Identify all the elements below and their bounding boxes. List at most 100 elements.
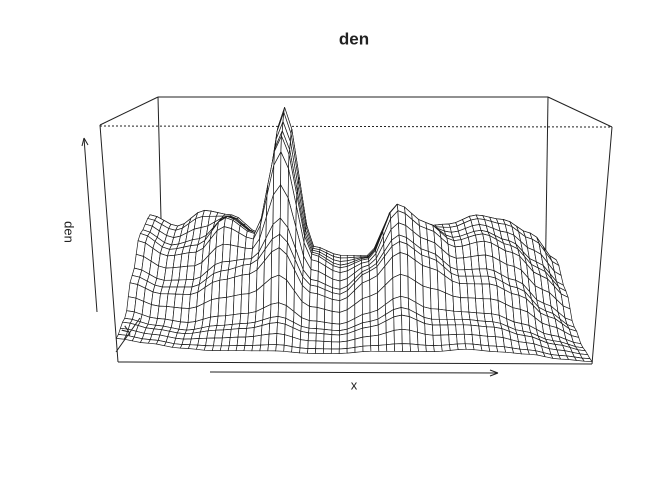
surface <box>115 107 593 362</box>
surface-facet <box>394 343 403 352</box>
surface-facet <box>346 338 356 349</box>
surface-cell <box>307 327 340 354</box>
surface-facet <box>268 322 278 335</box>
surface-facet <box>241 273 250 295</box>
surface-facet <box>439 324 450 336</box>
surface-facet <box>424 323 434 336</box>
surface-facet <box>331 311 341 325</box>
surface-facet <box>323 341 332 350</box>
surface-cell <box>281 107 314 256</box>
surface-facet <box>248 269 258 295</box>
surface-facet <box>268 333 278 346</box>
surface-facet <box>432 324 442 336</box>
surface-cell <box>487 275 524 332</box>
surface-facet <box>338 340 348 350</box>
surface-facet <box>228 336 239 347</box>
surface-facet <box>475 297 485 314</box>
z-axis-label: den <box>62 221 77 243</box>
surface-facet <box>422 285 432 310</box>
surface-facet <box>291 346 301 354</box>
surface-facet <box>270 247 280 279</box>
surface-facet <box>315 332 325 342</box>
surface-facet <box>438 308 448 320</box>
surface-cell <box>475 214 512 246</box>
surface-facet <box>278 274 287 306</box>
surface-cell <box>161 244 199 288</box>
surface-facet <box>378 344 388 352</box>
surface-facet <box>338 348 348 354</box>
surface-cell <box>425 221 459 277</box>
surface-cell <box>510 244 547 312</box>
surface-cell <box>155 286 193 331</box>
surface-facet <box>460 297 470 313</box>
surface-facet <box>253 325 263 337</box>
surface-facet <box>487 335 497 347</box>
surface-cell <box>279 135 313 286</box>
surface-facet <box>307 340 317 349</box>
surface-facet <box>324 308 333 324</box>
surface-cell <box>243 315 279 352</box>
surface-facet <box>221 337 231 347</box>
box-edge <box>591 126 613 365</box>
surface-facet <box>399 251 409 277</box>
surface-facet <box>219 345 230 352</box>
surface-cell <box>453 233 489 277</box>
surface-facet <box>239 312 249 324</box>
surface-facet <box>315 340 325 350</box>
surface-cell <box>431 318 467 352</box>
surface-facet <box>229 328 240 338</box>
surface-facet <box>370 334 379 347</box>
surface-facet <box>241 263 251 276</box>
surface-facet <box>392 251 401 279</box>
surface-facet <box>180 307 190 323</box>
surface-facet <box>378 332 387 346</box>
surface-facet <box>430 308 440 320</box>
surface-facet <box>213 337 223 347</box>
surface-facet <box>422 265 431 289</box>
surface-facet <box>331 341 340 350</box>
surface-facet <box>417 331 427 346</box>
surface-facet <box>433 344 443 352</box>
surface-facet <box>324 296 333 312</box>
surface-facet <box>247 311 257 324</box>
surface-facet <box>210 297 220 318</box>
surface-facet <box>361 279 371 300</box>
surface-facet <box>221 328 232 339</box>
surface-cell <box>277 233 311 329</box>
surface-facet <box>361 295 371 315</box>
surface-facet <box>447 324 457 336</box>
surface-facet <box>339 309 348 325</box>
chart-title: den <box>339 29 369 48</box>
z-axis-arrow <box>83 137 98 313</box>
arrow-head <box>489 369 499 377</box>
surface-facet <box>362 335 372 347</box>
surface-facet <box>330 348 340 354</box>
surface-cell <box>461 318 499 353</box>
surface-facet <box>316 293 326 310</box>
surface-facet <box>323 333 333 343</box>
surface-facet <box>237 328 247 338</box>
surface-facet <box>277 302 287 319</box>
surface-facet <box>393 328 403 345</box>
surface-cell <box>216 263 251 326</box>
surface-facet <box>401 343 411 352</box>
surface-facet <box>393 314 403 331</box>
surface-facet <box>307 332 317 342</box>
surface-cell <box>400 307 435 352</box>
surface-facet <box>203 345 214 351</box>
surface-facet <box>370 345 380 352</box>
box-edge <box>99 96 159 126</box>
surface-facet <box>276 333 286 346</box>
surface-cell <box>368 203 400 272</box>
surface-facet <box>362 345 372 352</box>
surface-cell <box>249 135 282 265</box>
surface-facet <box>425 344 435 352</box>
surface-cell <box>309 253 341 295</box>
surface-facet <box>267 344 277 352</box>
surface-facet <box>222 226 232 246</box>
surface-cell <box>516 287 554 342</box>
surface-cell <box>308 284 341 331</box>
surface-facet <box>260 333 270 346</box>
surface-facet <box>331 298 341 313</box>
